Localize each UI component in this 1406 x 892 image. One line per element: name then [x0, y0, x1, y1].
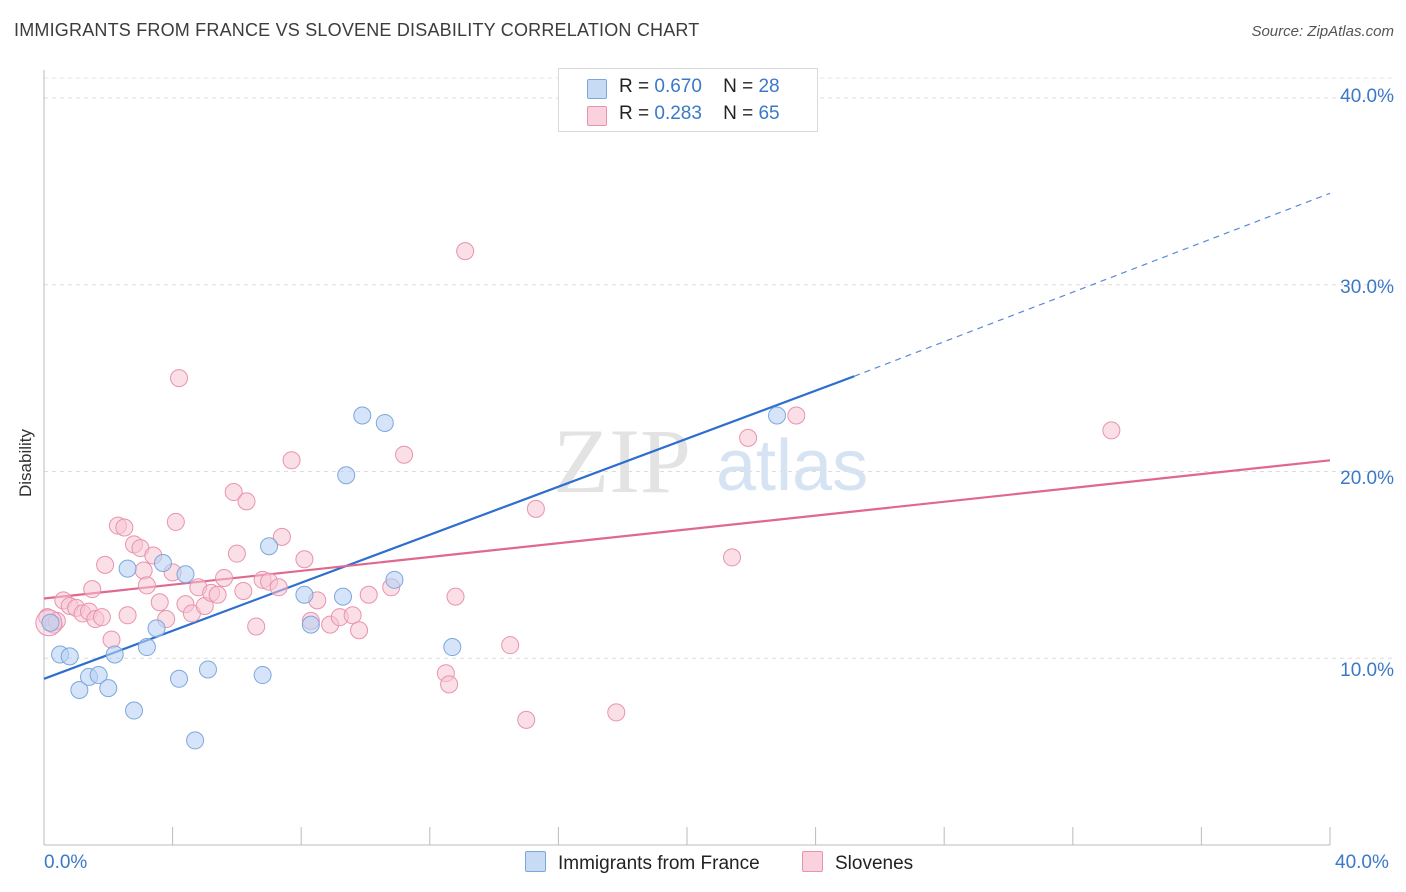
data-point-immigrants-from-france [260, 537, 279, 556]
trend-line-immigrants-from-france [43, 192, 1331, 680]
data-point-slovenes [723, 548, 742, 567]
legend-n-label: N = [723, 76, 754, 97]
data-point-slovenes [526, 499, 545, 518]
data-point-slovenes [208, 585, 227, 604]
axes [43, 70, 1331, 846]
data-point-slovenes [247, 617, 266, 636]
data-point-slovenes [234, 582, 253, 601]
trend-line-solid [43, 375, 855, 680]
data-point-slovenes [1102, 421, 1121, 440]
legend-swatch-blue [587, 79, 607, 99]
data-point-slovenes [440, 675, 459, 694]
data-point-immigrants-from-france [253, 666, 272, 685]
trend-line-extension [853, 192, 1331, 377]
y-tick-label: 10.0% [1340, 660, 1394, 681]
series-name: Slovenes [835, 853, 914, 874]
data-point-immigrants-from-france [89, 666, 108, 685]
data-point-immigrants-from-france [385, 570, 404, 589]
legend-n-label: N = [723, 103, 754, 124]
data-point-immigrants-from-france [105, 645, 124, 664]
data-point-immigrants-from-france [198, 660, 217, 679]
data-point-slovenes [359, 585, 378, 604]
legend-swatch-blue [525, 851, 546, 872]
data-point-immigrants-from-france [295, 585, 314, 604]
data-point-immigrants-from-france [337, 466, 356, 485]
legend-r-label: R = [619, 103, 650, 124]
legend-n-value: 65 [758, 103, 780, 124]
source-label: Source: ZipAtlas.com [1251, 23, 1394, 40]
y-tick-label: 40.0% [1340, 86, 1394, 107]
legend-r-value: 0.283 [654, 103, 702, 124]
data-point-immigrants-from-france [99, 679, 118, 698]
bottom-legend-immigrants-from-france: Immigrants from France [525, 851, 760, 875]
legend-swatch-pink [587, 106, 607, 126]
data-point-slovenes [96, 555, 115, 574]
data-point-slovenes [446, 587, 465, 606]
chart-title: IMMIGRANTS FROM FRANCE VS SLOVENE DISABI… [14, 20, 700, 40]
data-point-slovenes [269, 578, 288, 597]
data-point-slovenes [739, 428, 758, 447]
y-axis-label: Disability [16, 428, 35, 497]
data-point-slovenes [295, 550, 314, 569]
data-point-slovenes [395, 445, 414, 464]
data-point-immigrants-from-france [147, 619, 166, 638]
data-point-slovenes [170, 369, 189, 388]
bottom-legend-slovenes: Slovenes [802, 851, 913, 875]
data-point-immigrants-from-france [186, 731, 205, 750]
data-point-slovenes [118, 606, 137, 625]
data-point-slovenes [501, 636, 520, 655]
data-point-immigrants-from-france [137, 638, 156, 657]
y-tick-label: 30.0% [1340, 277, 1394, 298]
data-point-slovenes [350, 621, 369, 640]
data-point-slovenes [115, 518, 134, 537]
data-point-immigrants-from-france [301, 615, 320, 634]
data-point-immigrants-from-france [153, 554, 172, 573]
y-tick-label: 20.0% [1340, 468, 1394, 489]
points-immigrants-from-france [41, 406, 787, 750]
data-point-slovenes [166, 512, 185, 531]
data-point-slovenes [456, 242, 475, 261]
data-point-slovenes [282, 451, 301, 470]
data-point-slovenes [83, 580, 102, 599]
data-point-immigrants-from-france [170, 669, 189, 688]
watermark-atlas: atlas [716, 426, 868, 506]
x-tick-label: 40.0% [1335, 852, 1389, 873]
data-point-slovenes [343, 606, 362, 625]
watermark-zip: ZIP [553, 410, 691, 512]
data-point-immigrants-from-france [353, 406, 372, 425]
data-point-slovenes [215, 568, 234, 587]
data-point-slovenes [227, 544, 246, 563]
legend-swatch-pink [802, 851, 823, 872]
data-point-slovenes [137, 576, 156, 595]
data-point-immigrants-from-france [41, 613, 60, 632]
data-point-slovenes [134, 561, 153, 580]
legend-n-value: 28 [758, 76, 780, 97]
legend-r-label: R = [619, 76, 650, 97]
data-point-slovenes [92, 608, 111, 627]
data-point-slovenes [272, 527, 291, 546]
data-point-immigrants-from-france [176, 565, 195, 584]
data-point-immigrants-from-france [333, 587, 352, 606]
x-tick-label: 0.0% [44, 852, 88, 873]
data-point-immigrants-from-france [118, 559, 137, 578]
data-point-immigrants-from-france [70, 681, 89, 699]
series-name: Immigrants from France [558, 853, 760, 874]
data-point-slovenes [224, 483, 243, 502]
data-point-slovenes [787, 406, 806, 425]
data-point-slovenes [517, 710, 536, 729]
data-point-immigrants-from-france [125, 701, 144, 720]
data-point-slovenes [237, 492, 256, 511]
grid-lines [44, 77, 1392, 659]
data-point-slovenes [102, 630, 121, 649]
legend: R = 0.670 N = 28 R = 0.283 N = 65 [558, 68, 818, 132]
data-point-immigrants-from-france [375, 413, 394, 432]
data-point-slovenes [607, 703, 626, 722]
data-point-immigrants-from-france [768, 406, 787, 425]
legend-r-value: 0.670 [654, 76, 702, 97]
data-point-slovenes [150, 593, 169, 612]
data-point-immigrants-from-france [443, 638, 462, 657]
data-point-immigrants-from-france [60, 647, 79, 666]
